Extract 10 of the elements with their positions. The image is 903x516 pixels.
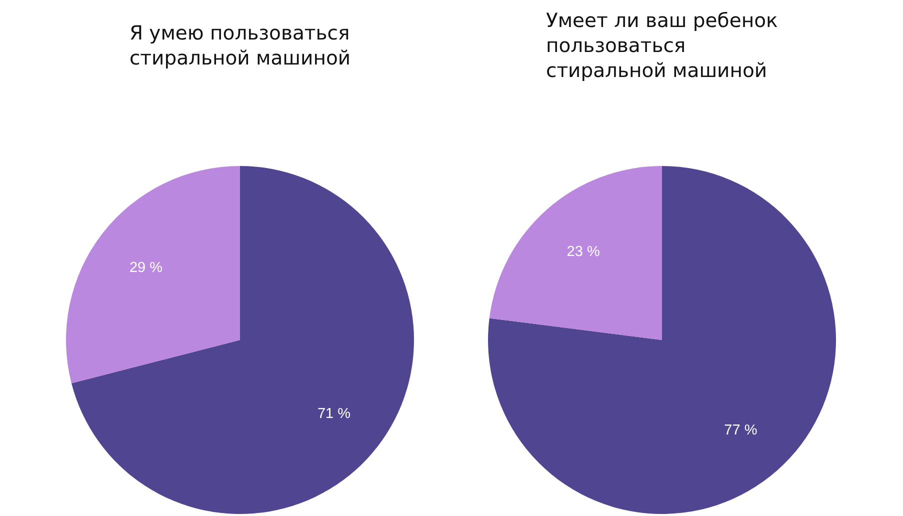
chart-title: Умеет ли ваш ребенок пользоваться стиральной машиной (546, 8, 778, 82)
data-label: 77 % (724, 422, 758, 438)
pie-slice (488, 166, 836, 514)
data-label: 23 % (566, 244, 600, 260)
pie-slice (489, 166, 662, 340)
pie-slice (66, 166, 240, 384)
pie-slice (71, 166, 414, 514)
data-label: 29 % (129, 260, 163, 276)
chart-title: Я умею пользоваться стиральной машиной (129, 21, 351, 70)
data-label: 71 % (317, 406, 351, 422)
